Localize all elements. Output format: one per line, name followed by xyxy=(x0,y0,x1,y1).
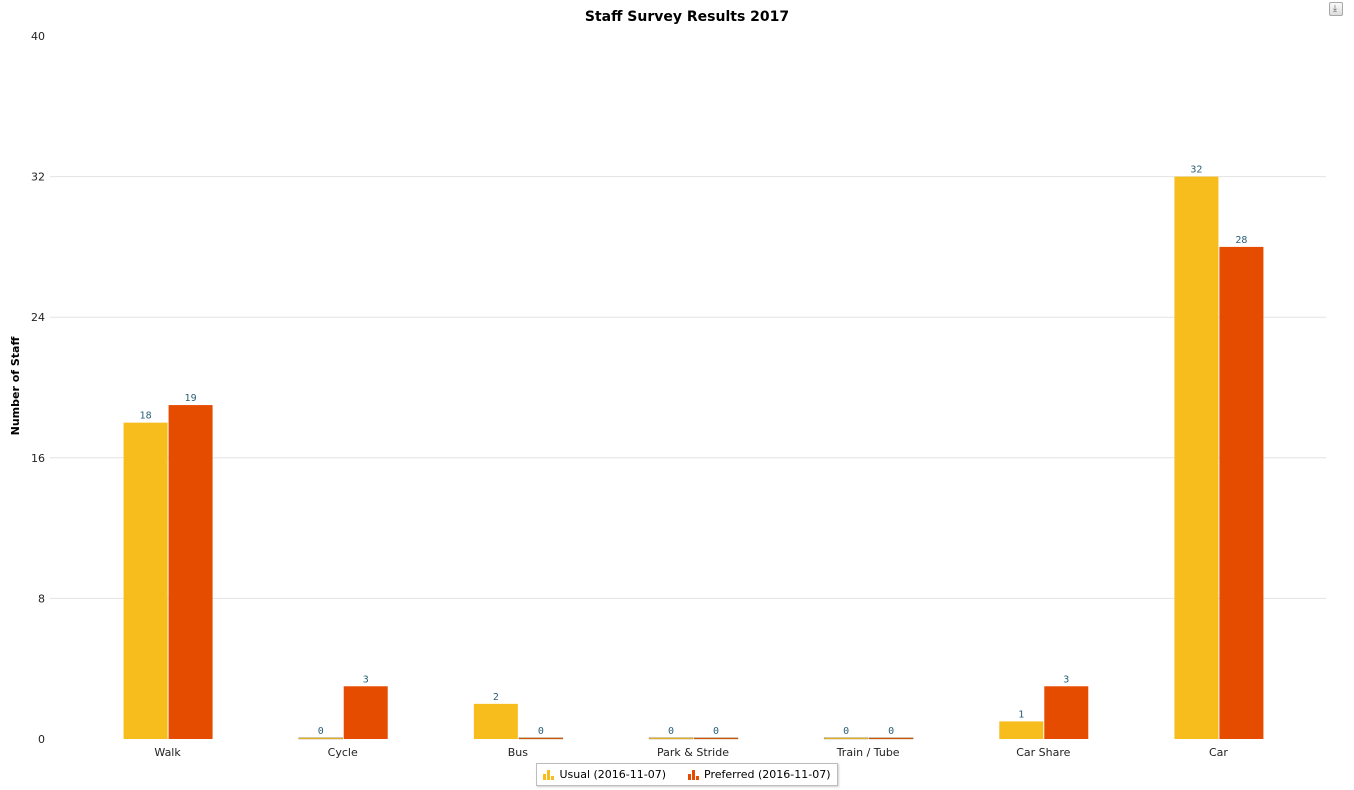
x-tick-label: Walk xyxy=(154,746,181,759)
x-tick-label: Car Share xyxy=(1016,746,1070,759)
bar-preferred[interactable] xyxy=(868,737,914,740)
y-tick-label: 40 xyxy=(31,30,45,43)
legend-item-usual[interactable]: Usual (2016-11-07) xyxy=(543,768,666,781)
bar-preferred[interactable] xyxy=(518,737,564,740)
data-label: 0 xyxy=(668,726,674,737)
x-tick-label: Cycle xyxy=(328,746,358,759)
bar-series xyxy=(123,176,1264,740)
data-label: 0 xyxy=(538,726,544,737)
bar-chart-icon xyxy=(543,769,555,780)
download-icon: ⤓ xyxy=(1333,4,1337,14)
data-label: 18 xyxy=(140,411,152,422)
data-label: 0 xyxy=(888,726,894,737)
y-axis-label: Number of Staff xyxy=(9,337,22,436)
x-axis-ticks: Walk Cycle Bus Park & Stride Train / Tube Car… xyxy=(154,746,1228,759)
data-label: 0 xyxy=(713,726,719,737)
bar-preferred[interactable] xyxy=(1219,246,1264,739)
chart-title: Staff Survey Results 2017 xyxy=(585,9,789,25)
x-tick-label: Bus xyxy=(508,746,529,759)
data-label: 0 xyxy=(318,726,324,737)
bar-preferred[interactable] xyxy=(343,686,388,739)
export-button[interactable]: ⤓ xyxy=(1329,2,1343,16)
data-label: 3 xyxy=(363,674,369,685)
y-tick-label: 32 xyxy=(31,171,45,184)
bar-preferred[interactable] xyxy=(1044,686,1089,739)
bar-usual[interactable] xyxy=(823,737,869,740)
data-label: 0 xyxy=(843,726,849,737)
legend-label: Usual (2016-11-07) xyxy=(559,768,667,781)
bar-preferred[interactable] xyxy=(693,737,739,740)
data-label: 28 xyxy=(1235,235,1247,246)
data-label: 3 xyxy=(1063,674,1069,685)
bar-usual[interactable] xyxy=(648,737,694,740)
bar-usual[interactable] xyxy=(473,703,518,739)
y-tick-label: 24 xyxy=(31,311,45,324)
y-tick-label: 16 xyxy=(31,452,45,465)
legend-item-preferred[interactable]: Preferred (2016-11-07) xyxy=(688,768,831,781)
legend: Usual (2016-11-07) Preferred (2016-11-07… xyxy=(536,763,838,786)
legend-label: Preferred (2016-11-07) xyxy=(704,768,831,781)
bar-usual[interactable] xyxy=(1174,176,1219,740)
y-tick-label: 8 xyxy=(38,592,45,605)
data-label: 32 xyxy=(1190,165,1202,176)
bar-preferred[interactable] xyxy=(168,405,213,739)
data-label: 1 xyxy=(1018,709,1024,720)
bar-usual[interactable] xyxy=(999,721,1044,739)
bar-usual[interactable] xyxy=(298,737,343,740)
y-axis-ticks: 0 8 16 24 32 40 xyxy=(31,30,45,746)
x-tick-label: Train / Tube xyxy=(836,746,900,759)
x-tick-label: Park & Stride xyxy=(657,746,729,759)
data-label: 2 xyxy=(493,692,499,703)
gridlines xyxy=(50,176,1326,599)
bar-usual[interactable] xyxy=(123,422,168,739)
x-tick-label: Car xyxy=(1209,746,1228,759)
bar-chart-icon xyxy=(688,769,700,780)
y-tick-label: 0 xyxy=(38,733,45,746)
data-label: 19 xyxy=(185,393,197,404)
